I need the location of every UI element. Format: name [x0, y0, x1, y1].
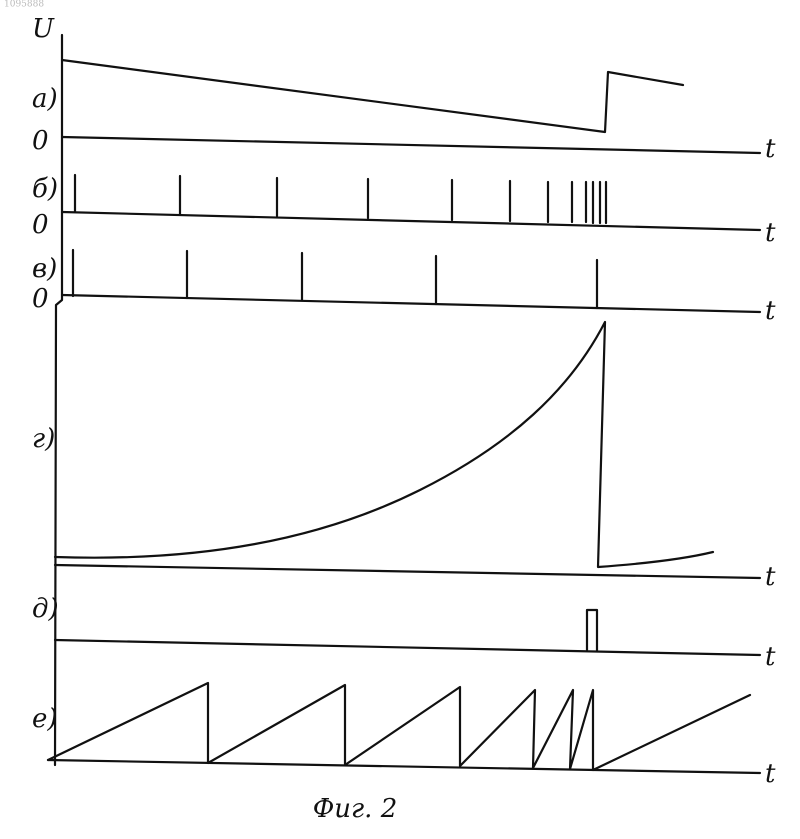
t-label: t: [765, 642, 776, 672]
pulses-b: [75, 175, 606, 223]
t-label: t: [765, 296, 776, 326]
baseline: [55, 565, 760, 578]
zero-label: 0: [32, 126, 49, 156]
pulse-d: [587, 610, 597, 651]
waveform-a: [62, 60, 683, 132]
panel-label: е): [32, 704, 58, 734]
panel-label: в): [32, 254, 57, 284]
figure: 1095888 U а) 0 t б) 0 t в) 0 t г) t д) t…: [0, 0, 800, 839]
zero-label: 0: [32, 210, 49, 240]
waveform-g: [55, 322, 713, 567]
labels: а) 0 t б) 0 t в) 0 t г) t д) t е) t: [32, 84, 776, 789]
caption: Фиг. 2: [313, 794, 398, 824]
axis-label-u: U: [32, 14, 55, 44]
baseline: [48, 760, 760, 773]
t-label: t: [765, 134, 776, 164]
pulses-v: [73, 250, 597, 308]
axes: [48, 35, 760, 773]
baseline: [62, 137, 760, 153]
panel-label: г): [32, 424, 55, 454]
panel-label: б): [32, 174, 58, 204]
vertical-axis: [55, 35, 62, 765]
doc-number: 1095888: [4, 0, 44, 10]
baseline: [62, 295, 760, 312]
panel-label: д): [32, 594, 59, 624]
zero-label: 0: [32, 284, 49, 314]
t-label: t: [765, 759, 776, 789]
panel-label: а): [32, 84, 58, 114]
baseline: [55, 640, 760, 655]
t-label: t: [765, 562, 776, 592]
t-label: t: [765, 218, 776, 248]
baseline: [62, 212, 760, 230]
sawtooth-e: [48, 683, 750, 770]
